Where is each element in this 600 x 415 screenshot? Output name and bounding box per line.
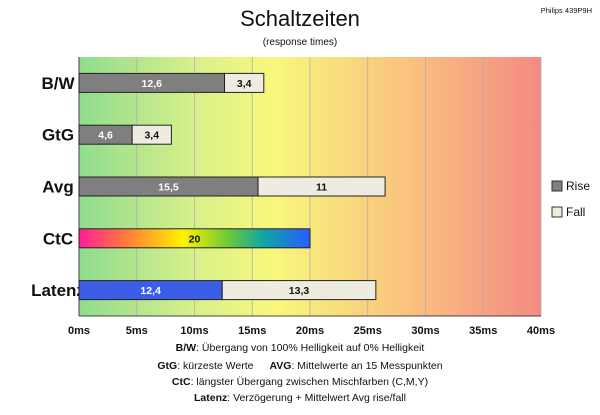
x-tick-label: 20ms xyxy=(296,325,324,337)
caption-text: : Mittelwerte an 15 Messpunkten xyxy=(291,360,443,372)
chart-title: Schaltzeiten xyxy=(240,6,360,31)
bar-fall xyxy=(224,72,265,93)
bar-value-label: 13,3 xyxy=(289,285,310,297)
caption-text: : Verzögerung + Mittelwert Avg rise/fall xyxy=(227,392,406,404)
bar-value-label: 12,4 xyxy=(140,285,161,297)
bar-fall xyxy=(257,176,386,197)
category-label: CtC xyxy=(43,229,73,248)
bar-value-label: 3,4 xyxy=(144,130,159,142)
category-label: B/W xyxy=(41,74,75,93)
caption-term: CtC xyxy=(171,376,191,388)
model-label: Philips 439P9H xyxy=(540,6,592,15)
caption-term: B/W xyxy=(175,342,197,354)
caption-line: CtC: längster Übergang zwischen Mischfar… xyxy=(0,376,600,388)
bar-fall xyxy=(131,124,172,145)
x-tick-label: 25ms xyxy=(354,325,382,337)
x-tick-label: 35ms xyxy=(469,325,497,337)
caption-term: GtG xyxy=(157,360,178,372)
x-tick-label: 15ms xyxy=(238,325,266,337)
category-label: Avg xyxy=(42,178,74,197)
bar-value-label: 15,5 xyxy=(158,182,179,194)
caption-term: AVG xyxy=(269,360,292,372)
caption-term: Latenz xyxy=(194,392,228,404)
category-label: Latenz xyxy=(31,281,85,300)
bar-value-label: 4,6 xyxy=(98,130,113,142)
legend-swatch xyxy=(551,206,563,218)
bar-fall xyxy=(221,280,377,301)
legend-label: Rise xyxy=(566,179,590,193)
caption-line: GtG: kürzeste Werte AVG: Mittelwerte an 1… xyxy=(0,360,600,372)
chart-subtitle: (response times) xyxy=(262,37,338,48)
x-tick-label: 40ms xyxy=(527,325,555,337)
x-tick-label: 10ms xyxy=(180,325,208,337)
bar-value-label: 11 xyxy=(316,182,327,194)
category-label: GtG xyxy=(42,126,74,145)
caption-text: : kürzeste Werte xyxy=(177,360,254,372)
legend-label: Fall xyxy=(566,205,585,219)
x-tick-label: 30ms xyxy=(411,325,439,337)
bar-special xyxy=(78,228,311,249)
x-tick-label: 0ms xyxy=(68,325,90,337)
caption-line: Latenz: Verzögerung + Mittelwert Avg ris… xyxy=(0,392,600,404)
caption-text: : Übergang von 100% Helligkeit auf 0% He… xyxy=(196,342,425,354)
bar-value-label: 20 xyxy=(189,233,201,245)
legend-swatch xyxy=(551,180,563,192)
x-tick-label: 5ms xyxy=(126,325,148,337)
caption-text: : längster Übergang zwischen Mischfarben… xyxy=(190,376,429,388)
bar-value-label: 12,6 xyxy=(142,78,163,90)
bar-value-label: 3,4 xyxy=(237,78,252,90)
caption-line: B/W: Übergang von 100% Helligkeit auf 0%… xyxy=(0,342,600,354)
